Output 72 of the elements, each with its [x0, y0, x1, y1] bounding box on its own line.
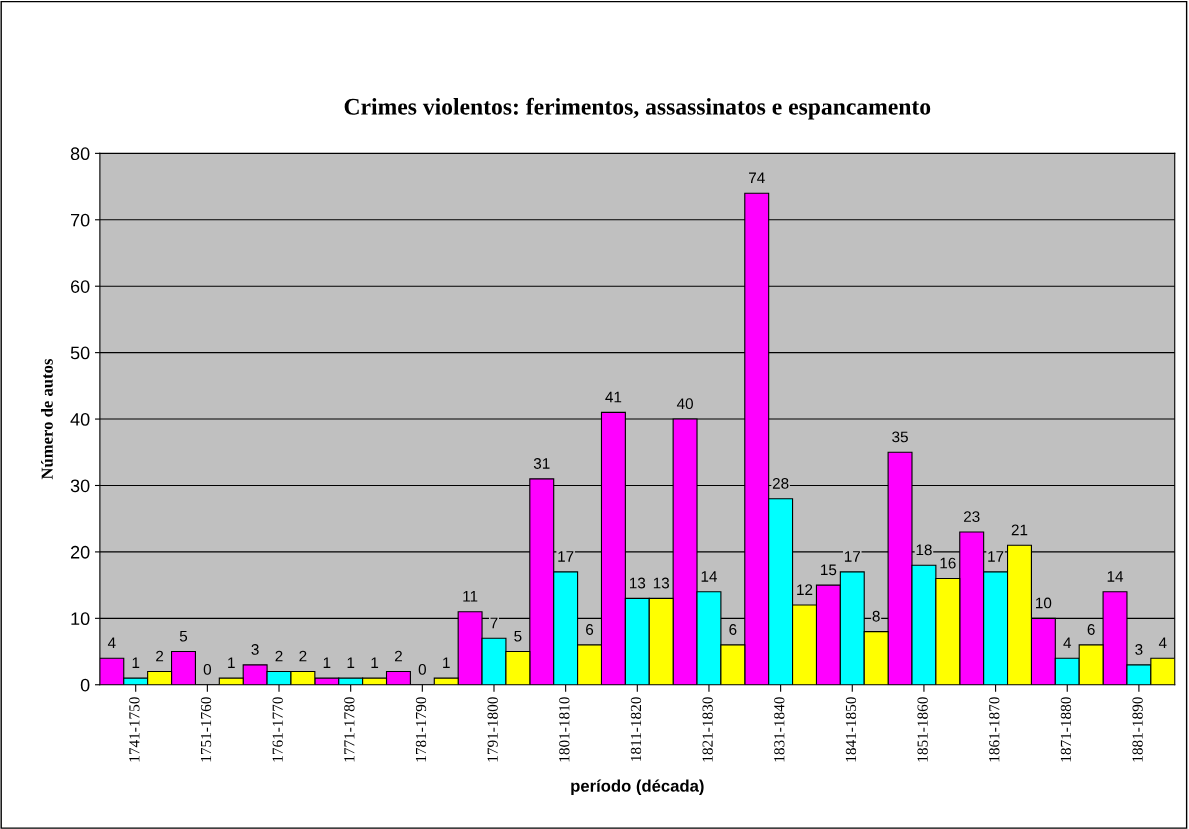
data-label: 10: [1036, 597, 1052, 609]
y-tick-label: 0: [80, 678, 90, 692]
y-tick-label: 50: [70, 346, 90, 360]
data-label: 18: [916, 544, 932, 556]
y-tick-label: 40: [70, 412, 90, 426]
x-tick-label: 1831-1840: [774, 697, 785, 762]
data-label: 2: [156, 650, 164, 662]
data-label: 17: [844, 551, 861, 562]
x-tick-label: 1821-1830: [702, 697, 713, 762]
x-tick-label: 1791-1800: [487, 697, 498, 762]
data-label: 23: [963, 511, 980, 523]
y-tick-label: 30: [70, 479, 90, 493]
data-label: 15: [821, 564, 837, 576]
x-tick-label: 1801-1810: [559, 697, 570, 762]
y-tick-label: 80: [70, 147, 90, 161]
data-label: 6: [1087, 624, 1095, 635]
data-label: 4: [107, 637, 116, 649]
x-tick-label: 1851-1860: [917, 697, 928, 762]
chart-title: Crimes violentos: ferimentos, assassinatos e espancamento: [344, 97, 931, 120]
data-label: 3: [1135, 644, 1143, 655]
data-label: 40: [676, 398, 693, 410]
data-label: 74: [749, 172, 765, 184]
x-tick-label: 1871-1880: [1060, 697, 1072, 762]
data-label: 3: [251, 644, 259, 655]
x-axis-title: período (década): [571, 779, 704, 796]
data-label: 0: [203, 663, 212, 675]
data-label: 7: [490, 617, 498, 629]
data-label: 6: [729, 624, 737, 635]
data-label: 1: [347, 657, 355, 668]
data-label: 1: [228, 657, 235, 668]
data-label: 31: [533, 458, 550, 469]
data-label: 2: [299, 650, 307, 662]
data-label: 28: [772, 477, 789, 489]
data-label: 4: [1158, 637, 1167, 649]
data-label: 21: [1011, 524, 1028, 536]
x-tick-label: 1861-1870: [989, 697, 1000, 762]
x-tick-label: 1751-1760: [200, 697, 212, 762]
data-label: 35: [892, 431, 908, 443]
data-label: 12: [797, 584, 813, 595]
data-label: 4: [1063, 637, 1072, 649]
data-label: 6: [586, 624, 594, 635]
data-label: 2: [275, 650, 283, 662]
x-tick-label: 1771-1780: [344, 697, 355, 762]
data-label: 11: [463, 591, 478, 602]
x-tick-label: 1741-1750: [129, 697, 140, 762]
data-label: 16: [940, 557, 956, 569]
data-label: 13: [653, 577, 670, 589]
data-label: 5: [179, 630, 188, 642]
data-label: 1: [443, 657, 450, 668]
y-axis-title: Número de autos: [41, 358, 53, 480]
y-tick-label: 60: [70, 280, 90, 293]
data-label: 1: [371, 657, 379, 668]
data-label: 0: [418, 663, 426, 675]
y-tick-label: 10: [71, 612, 90, 626]
data-label: 14: [701, 571, 718, 582]
y-tick-label: 20: [70, 545, 90, 559]
data-label: 1: [132, 657, 140, 668]
y-tick-label: 70: [71, 213, 90, 227]
data-label: 8: [872, 610, 880, 622]
x-tick-label: 1811-1820: [630, 697, 642, 761]
data-label: 13: [629, 577, 646, 589]
x-tick-label: 1781-1790: [415, 697, 427, 762]
data-label: 14: [1107, 571, 1124, 582]
data-label: 5: [514, 630, 522, 642]
data-label: 41: [605, 391, 622, 403]
data-label: 17: [988, 551, 1004, 562]
x-tick-label: 1761-1770: [272, 697, 283, 762]
x-tick-label: 1841-1850: [845, 697, 857, 762]
data-label: 2: [394, 650, 402, 662]
data-label: 17: [558, 551, 574, 562]
x-tick-label: 1881-1890: [1132, 697, 1143, 762]
data-label: 1: [323, 657, 331, 668]
